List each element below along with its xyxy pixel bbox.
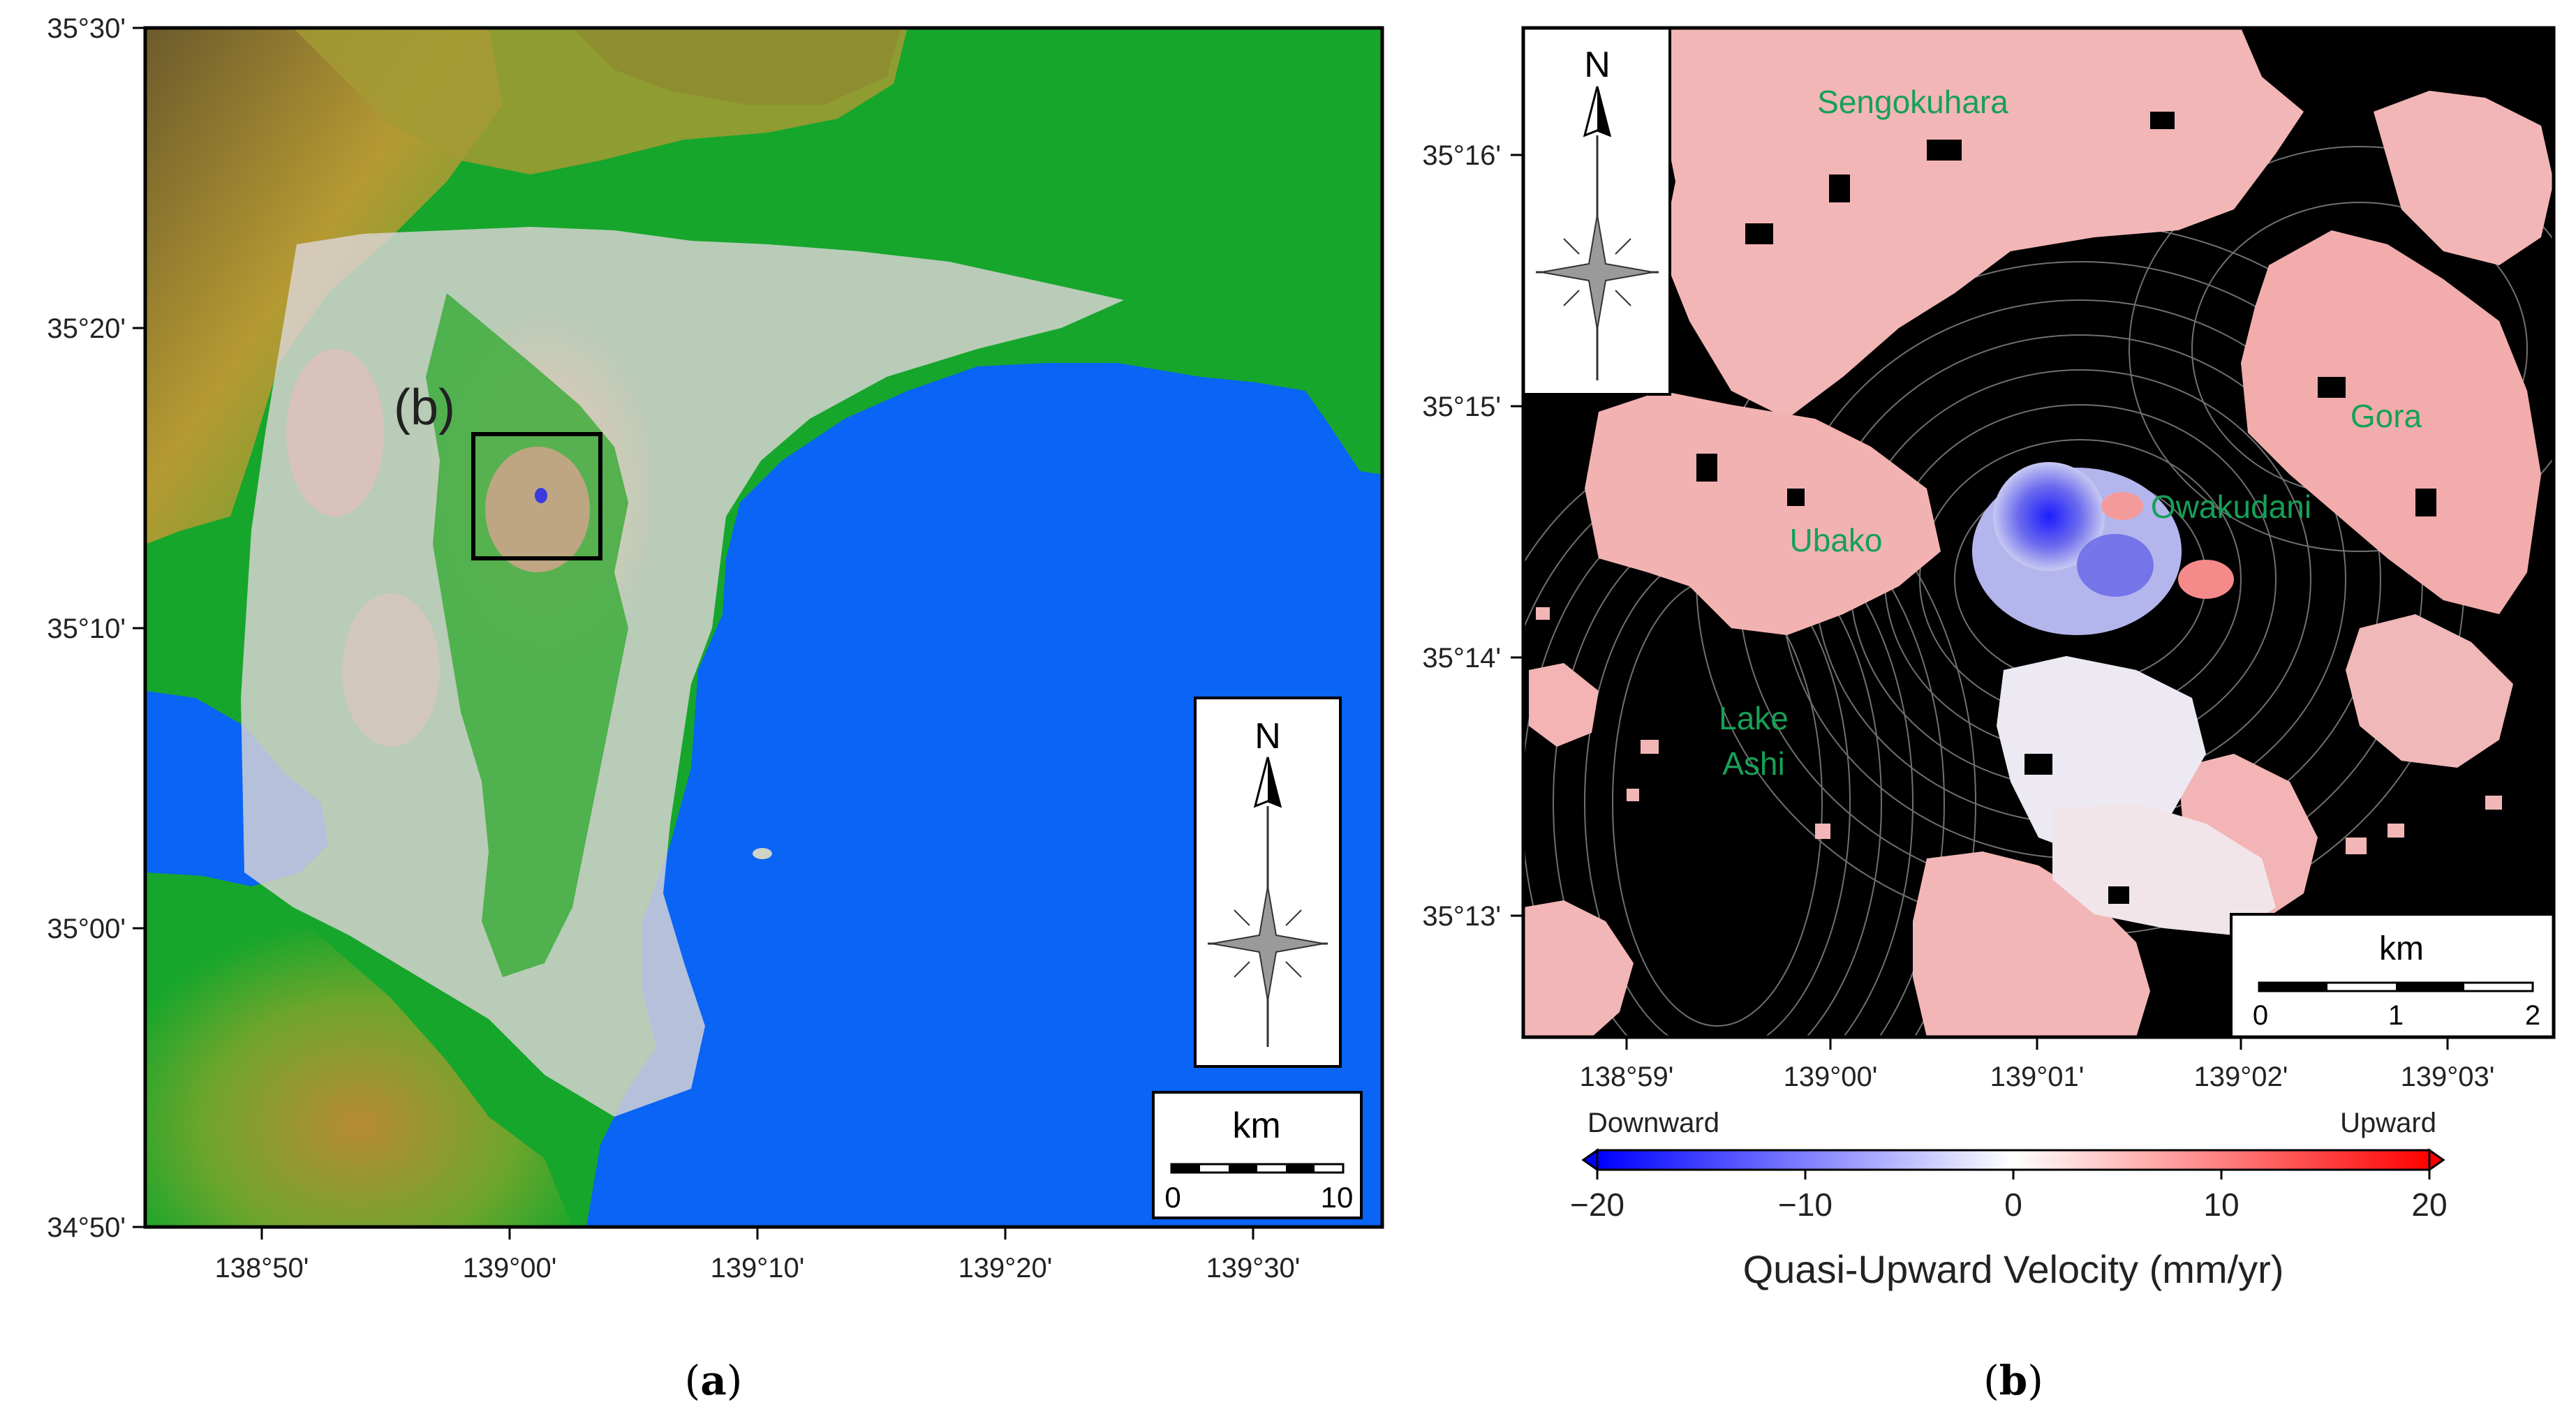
hatsushima-island [753, 848, 772, 859]
owakudani-spot [535, 488, 547, 503]
lon-tick-a-4: 139°20' [958, 1253, 1053, 1284]
data-speckles [1536, 607, 2502, 854]
compass-star-a [1211, 886, 1324, 1002]
uplift-area-ubako [1585, 391, 1941, 635]
colorbar-title: Quasi-Upward Velocity (mm/yr) [1743, 1247, 2284, 1291]
scale-tick-b-1: 1 [2388, 1000, 2404, 1031]
uplift-area-north [1661, 28, 2304, 419]
scale-tick-b-0: 0 [2253, 1000, 2268, 1031]
lat-tick-b-3: 35°14' [1422, 643, 1501, 674]
place-owakudani: Owakudani [2151, 489, 2311, 525]
place-lake-ashi-line2: Ashi [1722, 745, 1784, 782]
scale-bar-b: km 0 1 2 [2230, 913, 2554, 1037]
lon-tick-b-1: 138°59' [1580, 1062, 1674, 1092]
scale-unit-b: km [2379, 930, 2424, 967]
colorbar: Downward Upward −20 −10 0 10 20 Quasi-Upward… [1570, 1108, 2448, 1291]
lon-tick-b-2: 139°00' [1784, 1062, 1878, 1092]
lat-tick-b-2: 35°15' [1422, 392, 1501, 422]
colorbar-low-triangle [1581, 1148, 1599, 1172]
place-ubako: Ubako [1790, 522, 1883, 558]
green-valleys [426, 293, 628, 977]
north-label-b: N [1584, 45, 1611, 85]
panel-b-lat-ticks: 35°16' 35°15' 35°14' 35°13' [1422, 140, 1523, 932]
north-label-a: N [1254, 716, 1281, 757]
panel-a-lat-ticks: 35°30' 35°20' 35°10' 35°00' 34°50' [47, 13, 145, 1243]
colorbar-tick-label: −20 [1570, 1186, 1624, 1223]
inset-box-label: (b) [394, 380, 455, 436]
uplift-area-east [2346, 614, 2513, 768]
colorbar-gradient [1596, 1149, 2431, 1171]
scale-max-a: 10 [1321, 1181, 1354, 1214]
lon-tick-b-4: 139°02' [2194, 1062, 2288, 1092]
panel-b-frame [1521, 26, 2556, 1039]
inset-box [471, 432, 602, 560]
panel-b-lon-ticks: 138°59' 139°00' 139°01' 139°02' 139°03' [1580, 1037, 2495, 1092]
colorbar-downward-label: Downward [1587, 1108, 1719, 1138]
uplift-area-northeast [2374, 91, 2554, 265]
lon-tick-b-3: 139°01' [1990, 1062, 2085, 1092]
panel-b-caption: (b) [1983, 1357, 2043, 1404]
lat-tick-a-2: 35°20' [47, 313, 126, 344]
no-data-pixel-holes [1696, 112, 2436, 904]
scale-min-a: 0 [1164, 1181, 1180, 1214]
lat-tick-b-4: 35°13' [1422, 901, 1501, 932]
lon-tick-a-2: 139°00' [463, 1253, 557, 1284]
lat-tick-a-4: 35°00' [47, 914, 126, 944]
uplift-area-gora [2241, 230, 2541, 614]
mountains-tanzawa [572, 28, 901, 105]
uplift-area-south [1913, 851, 2150, 1037]
lon-tick-a-1: 138°50' [215, 1253, 309, 1284]
place-lake-ashi-line1: Lake [1719, 700, 1789, 736]
uplift-spot-owakudani [2178, 560, 2234, 599]
subsidence-core-owakudani [1993, 462, 2105, 571]
lon-tick-a-5: 139°30' [1206, 1253, 1301, 1284]
north-arrow-b: N [1523, 28, 1671, 396]
izu-peninsula-mountains [145, 886, 572, 1227]
hakone-caldera [485, 447, 590, 572]
compass-star-b [1541, 214, 1654, 330]
north-arrow-a: N [1194, 697, 1342, 1068]
lat-tick-a-5: 34°50' [47, 1212, 126, 1243]
lat-tick-a-3: 35°10' [47, 613, 126, 644]
colorbar-upward-label: Upward [2340, 1108, 2436, 1138]
lon-tick-a-3: 139°10' [711, 1253, 805, 1284]
uplift-area-southwest [1523, 900, 1634, 1037]
colorbar-tick-label: 20 [2411, 1186, 2447, 1223]
subsidence-core-2 [2077, 534, 2154, 597]
panel-a-map [145, 28, 1382, 1227]
panel-a-lon-ticks: 138°50' 139°00' 139°10' 139°20' 139°30' [215, 1227, 1301, 1284]
colorbar-ticks: −20 −10 0 10 20 [1570, 1170, 2448, 1223]
panel-b-map: Sengokuhara Gora Owakudani Ubako Lake As… [1523, 28, 2554, 1037]
scale-tick-b-2: 2 [2525, 1000, 2540, 1031]
panel-a-caption: (a) [685, 1357, 743, 1404]
place-gora: Gora [2351, 398, 2422, 434]
colorbar-tick-label: −10 [1778, 1186, 1833, 1223]
lat-tick-b-1: 35°16' [1422, 140, 1501, 171]
coverage-pink-central [342, 593, 440, 747]
uplift-spot-owakudani-2 [2101, 492, 2143, 520]
scale-bar-a: km 0 10 [1152, 1091, 1363, 1219]
coverage-pink-west [286, 349, 384, 516]
scale-unit-a: km [1232, 1106, 1280, 1146]
place-sengokuhara: Sengokuhara [1817, 84, 2008, 120]
uplift-area-west [1529, 663, 1599, 747]
colorbar-tick-label: 0 [2004, 1186, 2022, 1223]
colorbar-tick-label: 10 [2203, 1186, 2239, 1223]
lon-tick-b-5: 139°03' [2401, 1062, 2495, 1092]
lat-tick-a-1: 35°30' [47, 13, 126, 44]
colorbar-high-triangle [2428, 1148, 2445, 1172]
